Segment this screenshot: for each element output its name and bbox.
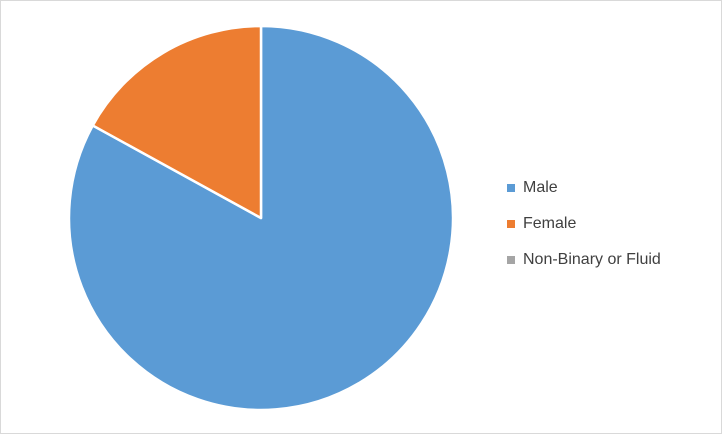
legend-swatch-non-binary bbox=[507, 256, 515, 264]
legend: Male Female Non-Binary or Fluid bbox=[507, 177, 661, 271]
legend-item-female: Female bbox=[507, 213, 661, 235]
legend-label-female: Female bbox=[523, 215, 577, 232]
legend-item-non-binary: Non-Binary or Fluid bbox=[507, 249, 661, 271]
legend-label-non-binary: Non-Binary or Fluid bbox=[523, 251, 661, 268]
legend-label-male: Male bbox=[523, 179, 558, 196]
legend-item-male: Male bbox=[507, 177, 661, 199]
legend-swatch-female bbox=[507, 220, 515, 228]
pie-slice-female bbox=[91, 24, 263, 220]
legend-swatch-male bbox=[507, 184, 515, 192]
